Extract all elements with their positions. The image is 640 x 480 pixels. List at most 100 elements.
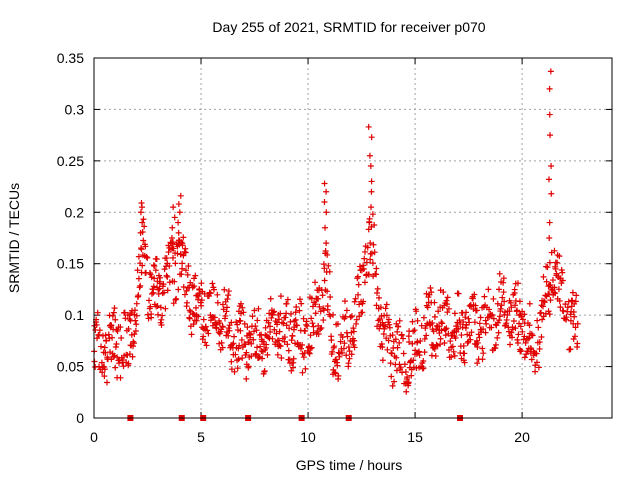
- peak-data-point: [139, 219, 146, 226]
- data-point: [112, 344, 119, 351]
- data-point: [444, 294, 451, 301]
- data-point: [432, 353, 439, 360]
- data-point: [259, 355, 266, 362]
- data-point: [451, 352, 458, 359]
- data-point: [299, 341, 306, 348]
- data-point: [559, 269, 566, 276]
- data-point: [135, 293, 142, 300]
- data-point: [237, 317, 244, 324]
- data-point: [466, 302, 473, 309]
- data-point: [456, 317, 463, 324]
- data-point: [249, 313, 256, 320]
- data-point: [214, 299, 221, 306]
- data-point: [103, 337, 110, 344]
- data-point: [315, 322, 322, 329]
- data-point: [373, 271, 380, 278]
- data-point: [304, 323, 311, 330]
- data-point: [468, 329, 475, 336]
- data-point: [556, 297, 563, 304]
- data-point: [403, 388, 410, 395]
- data-point: [188, 331, 195, 338]
- data-point: [385, 337, 392, 344]
- data-point: [156, 280, 163, 287]
- data-point: [374, 285, 381, 292]
- data-point: [331, 369, 338, 376]
- data-point: [367, 240, 374, 247]
- peak-data-point: [547, 68, 554, 75]
- data-point: [271, 326, 278, 333]
- data-points: [91, 68, 581, 395]
- data-point: [396, 339, 403, 346]
- data-point: [283, 300, 290, 307]
- data-point: [270, 309, 277, 316]
- data-point: [317, 326, 324, 333]
- data-point: [533, 350, 540, 357]
- data-point: [231, 368, 238, 375]
- data-point: [98, 343, 105, 350]
- data-point: [408, 372, 415, 379]
- data-point: [148, 314, 155, 321]
- data-point: [312, 279, 319, 286]
- data-point: [364, 244, 371, 251]
- peak-data-point: [139, 204, 146, 211]
- data-point: [496, 313, 503, 320]
- peak-data-point: [137, 229, 144, 236]
- data-point: [398, 331, 405, 338]
- data-point: [545, 308, 552, 315]
- data-point: [312, 301, 319, 308]
- data-point: [546, 259, 553, 266]
- data-point: [573, 292, 580, 299]
- data-point: [280, 320, 287, 327]
- data-point: [203, 342, 210, 349]
- data-point: [159, 290, 166, 297]
- data-point: [312, 310, 319, 317]
- data-point: [232, 351, 239, 358]
- data-point: [255, 354, 262, 361]
- data-point: [288, 367, 295, 374]
- data-point: [153, 256, 160, 263]
- data-point: [253, 350, 260, 357]
- peak-data-point: [367, 163, 374, 169]
- data-point: [103, 379, 110, 386]
- data-point: [486, 306, 493, 313]
- data-point: [137, 282, 144, 289]
- data-point: [245, 363, 252, 370]
- data-point: [346, 348, 353, 355]
- data-point: [515, 331, 522, 338]
- data-point: [182, 267, 189, 274]
- data-point: [139, 262, 146, 269]
- data-point: [574, 320, 581, 327]
- x-tick-label: 15: [407, 429, 423, 445]
- data-point: [460, 342, 467, 349]
- x-tick-label: 10: [300, 429, 316, 445]
- data-point: [181, 291, 188, 298]
- data-point: [346, 355, 353, 362]
- data-point: [411, 327, 418, 334]
- data-point: [164, 287, 171, 294]
- data-point: [193, 304, 200, 311]
- data-point: [186, 315, 193, 322]
- data-point: [417, 338, 424, 345]
- data-point: [184, 271, 191, 278]
- data-point: [509, 334, 516, 341]
- peak-data-point: [323, 209, 330, 216]
- data-point: [351, 298, 358, 305]
- data-point: [250, 336, 257, 343]
- data-point: [155, 311, 162, 318]
- data-point: [253, 327, 260, 334]
- data-point: [439, 320, 446, 327]
- data-point: [494, 300, 501, 307]
- data-point: [386, 321, 393, 328]
- data-point: [519, 328, 526, 335]
- data-point: [402, 369, 409, 376]
- data-point: [151, 263, 158, 270]
- peak-data-point: [169, 245, 176, 252]
- data-point: [569, 297, 576, 304]
- data-point: [276, 342, 283, 349]
- axis-ticks: 0 0.05 0.1 0.15 0.2 0.25 0.3 0.35 0 5 10 15 20: [57, 50, 612, 445]
- data-point: [444, 301, 451, 308]
- peak-data-point: [175, 201, 182, 208]
- y-tick-label: 0.35: [57, 50, 84, 66]
- peak-data-point: [547, 132, 554, 139]
- data-point: [334, 320, 341, 327]
